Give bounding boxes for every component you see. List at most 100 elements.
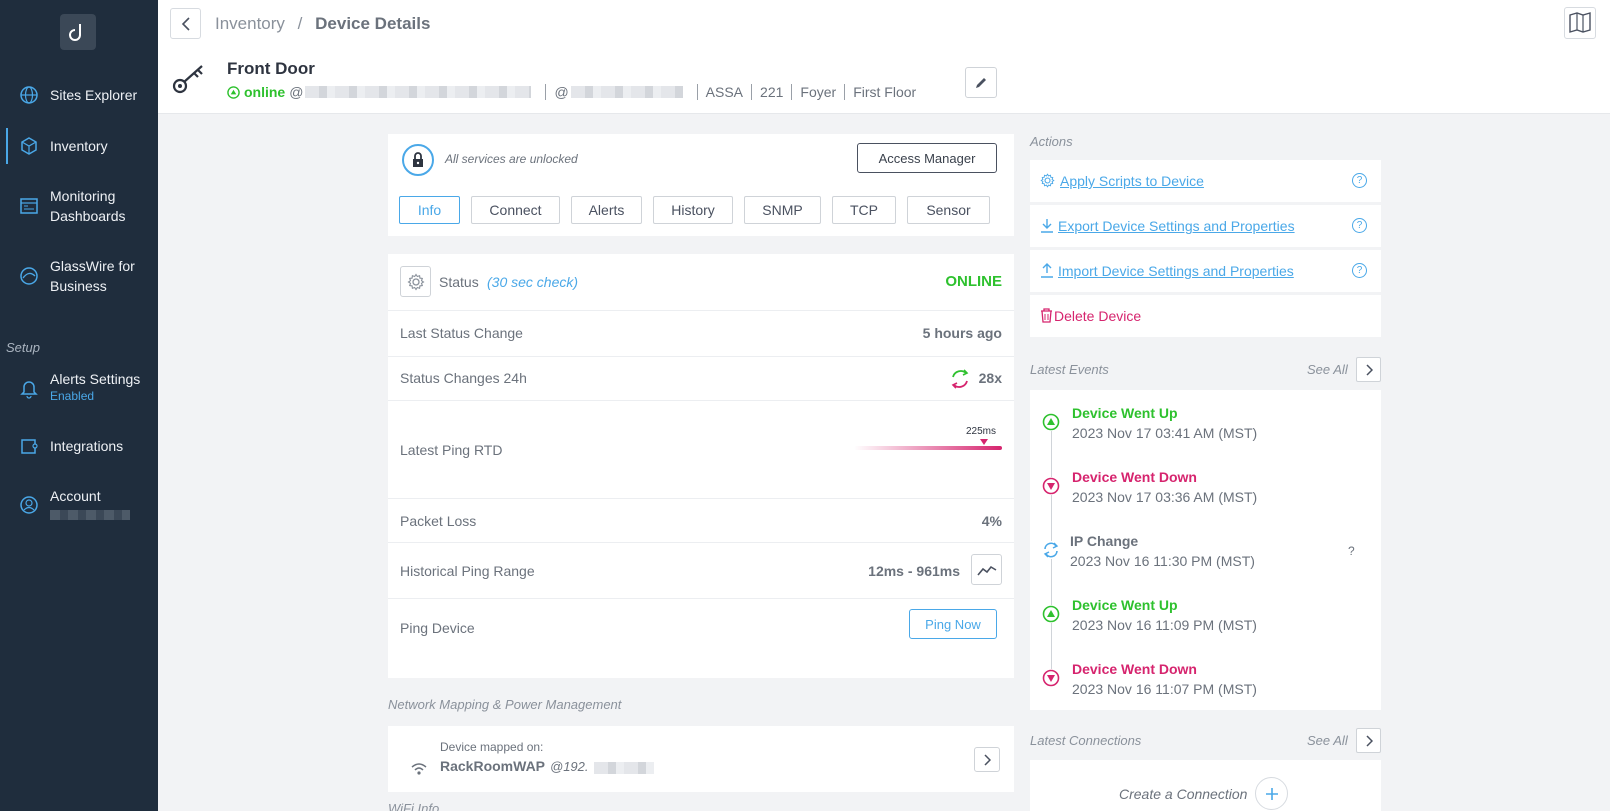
device-status: online	[244, 84, 286, 100]
sidebar-item-label: Integrations	[50, 438, 124, 454]
network-mapping-open-button[interactable]	[974, 747, 1000, 772]
gear-icon	[406, 272, 425, 291]
event-title: Device Went Up	[1072, 405, 1178, 421]
help-icon[interactable]: ?	[1352, 173, 1367, 188]
latest-ping-value: 225ms	[965, 426, 996, 437]
create-connection-button[interactable]	[1255, 777, 1288, 810]
connections-see-all-link[interactable]: See All	[1307, 733, 1348, 748]
sidebar-item-label: GlassWire for	[50, 258, 135, 274]
events-see-all-button[interactable]	[1356, 357, 1381, 382]
event-item[interactable]: IP Change 2023 Nov 16 11:30 PM (MST) ?	[1030, 529, 1381, 579]
chevron-right-icon	[984, 753, 991, 766]
ping-device-row: Ping Device Ping Now	[388, 599, 1014, 678]
glasswire-icon	[20, 267, 38, 285]
help-icon[interactable]: ?	[1352, 263, 1367, 278]
import-settings-action[interactable]: Import Device Settings and Properties ?	[1030, 250, 1381, 292]
sidebar-item-glasswire[interactable]: GlassWire for Business	[0, 256, 158, 298]
sidebar-item-label-line2: Dashboards	[50, 208, 126, 224]
device-header: Inventory / Device Details Front Door on…	[158, 0, 1610, 114]
access-manager-button[interactable]: Access Manager	[857, 143, 997, 173]
device-tag-room: Foyer	[800, 84, 837, 100]
status-value: ONLINE	[945, 273, 1002, 290]
mapped-device-ip: @192.	[550, 759, 589, 774]
event-date: 2023 Nov 17 03:41 AM (MST)	[1072, 425, 1258, 441]
event-help-icon[interactable]: ?	[1348, 544, 1355, 558]
page-title: Device Details	[315, 14, 431, 33]
globe-icon	[20, 86, 38, 104]
packet-loss-row: Packet Loss 4%	[388, 499, 1014, 543]
event-item[interactable]: Device Went Down 2023 Nov 17 03:36 AM (M…	[1030, 465, 1381, 515]
sidebar-item-account[interactable]: Account	[0, 486, 158, 526]
lock-icon	[413, 152, 423, 167]
latest-connections-title: Latest Connections	[1030, 733, 1142, 748]
dashboard-icon	[20, 198, 38, 214]
docs-button[interactable]	[1564, 7, 1596, 39]
separator	[791, 84, 793, 100]
back-button[interactable]	[170, 8, 201, 39]
status-check-interval[interactable]: (30 sec check)	[487, 274, 579, 290]
latest-ping-row: Latest Ping RTD 225ms	[388, 401, 1014, 499]
sidebar-item-label: Account	[50, 488, 101, 504]
create-connection-label[interactable]: Create a Connection	[1119, 786, 1248, 802]
device-name: Front Door	[227, 59, 315, 78]
export-settings-link[interactable]: Export Device Settings and Properties	[1058, 218, 1295, 234]
delete-device-link[interactable]: Delete Device	[1054, 308, 1142, 324]
key-icon	[172, 65, 203, 94]
sidebar-item-inventory[interactable]: Inventory	[0, 135, 158, 165]
tab-info[interactable]: Info	[399, 196, 460, 224]
help-icon[interactable]: ?	[1352, 218, 1367, 233]
event-item[interactable]: Device Went Up 2023 Nov 16 11:09 PM (MST…	[1030, 593, 1381, 643]
apply-scripts-link[interactable]: Apply Scripts to Device	[1060, 173, 1204, 189]
ping-range-row: Historical Ping Range 12ms - 961ms	[388, 543, 1014, 599]
access-card: All services are unlocked Access Manager…	[388, 134, 1014, 236]
apply-scripts-action[interactable]: Apply Scripts to Device ?	[1030, 160, 1381, 202]
ping-range-label: Historical Ping Range	[400, 563, 535, 579]
connections-see-all-button[interactable]	[1356, 728, 1381, 753]
ping-history-button[interactable]	[971, 554, 1002, 585]
download-icon	[1041, 219, 1053, 233]
events-see-all-link[interactable]: See All	[1307, 362, 1348, 377]
lock-status[interactable]	[402, 144, 434, 176]
mapped-on-label: Device mapped on:	[440, 740, 544, 754]
sidebar-item-label: Sites Explorer	[50, 87, 138, 103]
tab-tcp[interactable]: TCP	[832, 196, 896, 224]
app-logo[interactable]	[60, 14, 96, 50]
edit-device-button[interactable]	[965, 67, 997, 98]
ping-device-label: Ping Device	[400, 620, 475, 636]
event-date: 2023 Nov 16 11:07 PM (MST)	[1072, 681, 1257, 697]
status-changes-label: Status Changes 24h	[400, 370, 527, 386]
actions-title: Actions	[1030, 134, 1073, 149]
device-tabs: Info Connect Alerts History SNMP TCP Sen…	[399, 196, 1001, 224]
sidebar-item-monitoring-dashboards[interactable]: Monitoring Dashboards	[0, 186, 158, 228]
breadcrumb-parent[interactable]: Inventory	[215, 14, 285, 33]
tab-sensor[interactable]: Sensor	[907, 196, 990, 224]
device-tag-model: 221	[760, 84, 784, 100]
device-tag-make: ASSA	[705, 84, 744, 100]
ping-now-button[interactable]: Ping Now	[909, 609, 997, 639]
ip-prefix: @	[554, 84, 569, 100]
last-status-change-row: Last Status Change 5 hours ago	[388, 311, 1014, 357]
delete-device-action[interactable]: Delete Device	[1030, 295, 1381, 337]
chevron-left-icon	[181, 16, 190, 31]
event-title: Device Went Down	[1072, 469, 1197, 485]
event-item[interactable]: Device Went Down 2023 Nov 16 11:07 PM (M…	[1030, 657, 1381, 707]
sidebar-item-integrations[interactable]: Integrations	[0, 435, 158, 465]
tab-alerts[interactable]: Alerts	[571, 196, 642, 224]
tab-snmp[interactable]: SNMP	[744, 196, 821, 224]
mapped-device-name[interactable]: RackRoomWAP	[440, 758, 546, 774]
tab-connect[interactable]: Connect	[471, 196, 560, 224]
event-date: 2023 Nov 17 03:36 AM (MST)	[1072, 489, 1258, 505]
event-down-icon	[1042, 477, 1060, 495]
tab-history[interactable]: History	[653, 196, 733, 224]
status-row: Status (30 sec check) ONLINE	[388, 254, 1014, 311]
import-settings-link[interactable]: Import Device Settings and Properties	[1058, 263, 1294, 279]
ip-change-icon	[1042, 541, 1060, 559]
event-item[interactable]: Device Went Up 2023 Nov 17 03:41 AM (MST…	[1030, 401, 1381, 451]
sidebar-item-alerts-settings[interactable]: Alerts Settings Enabled	[0, 369, 158, 409]
latest-ping-label: Latest Ping RTD	[400, 442, 503, 458]
status-settings-button[interactable]	[400, 266, 431, 297]
export-settings-action[interactable]: Export Device Settings and Properties ?	[1030, 205, 1381, 247]
sidebar-item-sites-explorer[interactable]: Sites Explorer	[0, 84, 158, 114]
ping-gauge	[854, 446, 1002, 450]
account-email-redacted	[50, 510, 130, 520]
